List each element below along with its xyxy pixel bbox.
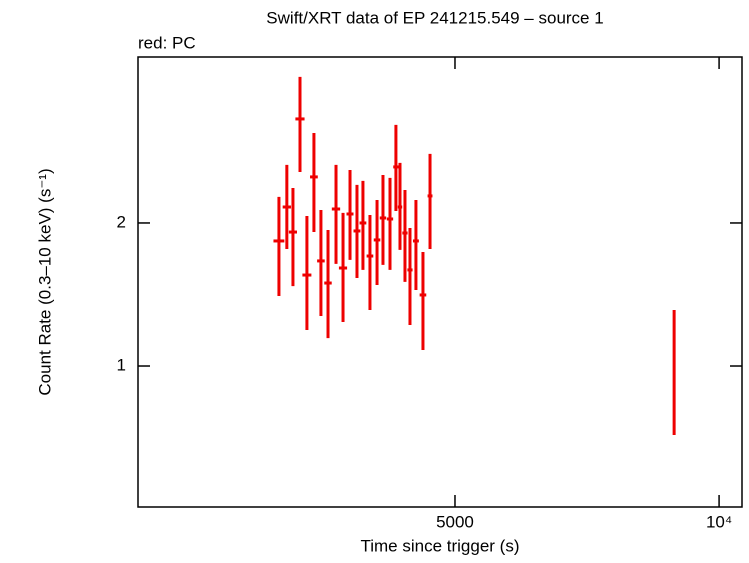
x-tick-label: 5000	[436, 512, 474, 531]
x-axis-label: Time since trigger (s)	[360, 536, 519, 555]
x-tick-label: 10⁴	[706, 512, 732, 531]
y-tick-label: 1	[117, 355, 126, 374]
subtitle: red: PC	[138, 33, 196, 52]
plot-frame	[137, 56, 743, 508]
y-axis-label: Count Rate (0.3–10 keV) (s⁻¹)	[35, 168, 54, 395]
y-tick-label: 2	[117, 212, 126, 231]
chart-title: Swift/XRT data of EP 241215.549 – source…	[266, 8, 603, 27]
